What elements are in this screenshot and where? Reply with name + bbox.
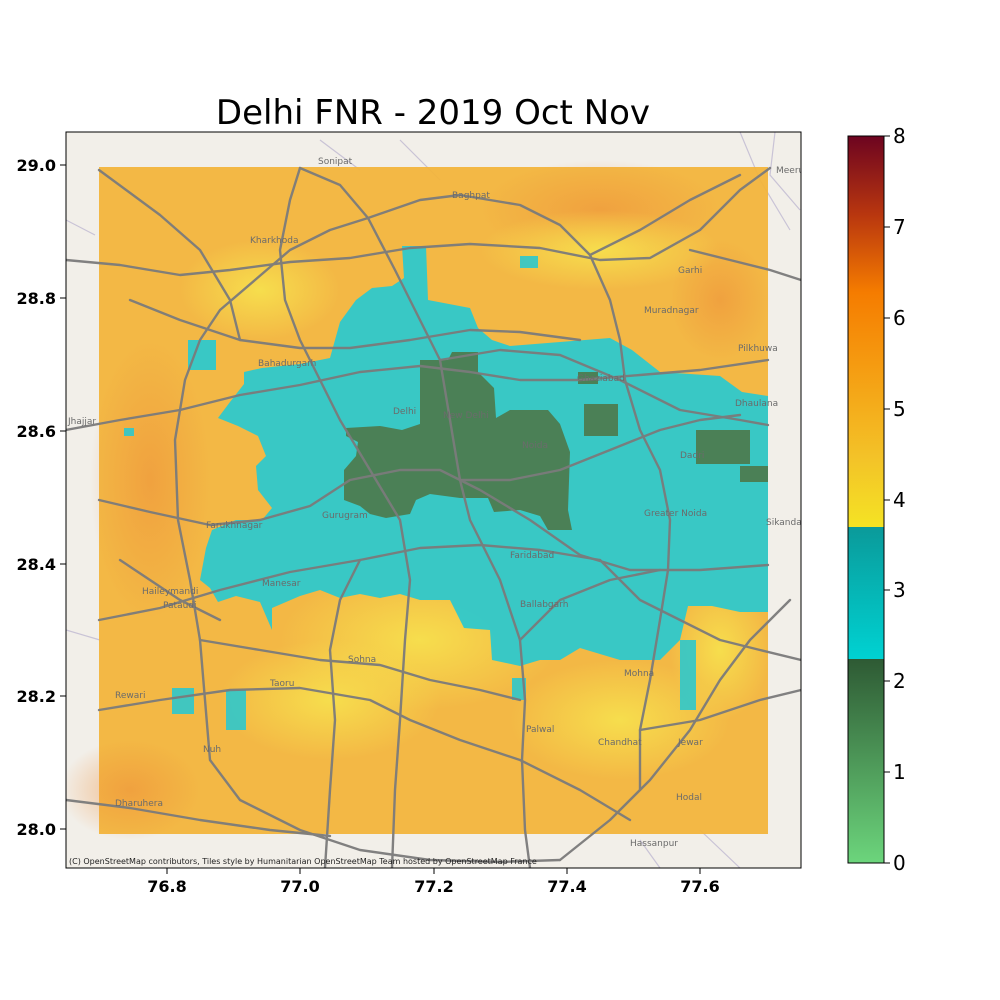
- colorbar: 8 7 6 5 4 3 2 1 0: [847, 124, 906, 875]
- colorbar-tick-label: 0: [893, 851, 906, 875]
- place-label: Chandhat: [598, 738, 642, 748]
- fnr-transition-patch: [520, 256, 538, 268]
- colorbar-segment-low: [848, 659, 884, 863]
- x-tick-label: 77.2: [414, 877, 453, 896]
- place-label: Jhajjar: [67, 417, 96, 427]
- colorbar-tick-label: 5: [893, 397, 906, 421]
- place-label: Haileymandi: [142, 587, 198, 597]
- place-label: Greater Noida: [644, 509, 707, 519]
- x-tick-label: 77.6: [680, 877, 719, 896]
- y-tick-label: 28.0: [17, 820, 56, 839]
- fnr-low-patch: [740, 466, 768, 482]
- place-label: New Delhi: [443, 411, 489, 421]
- colorbar-segment-mid: [848, 527, 884, 659]
- place-label: Dadri: [680, 451, 704, 461]
- colorbar-tick-label: 2: [893, 669, 906, 693]
- fnr-transition-patch: [680, 640, 696, 710]
- fnr-low-patch: [584, 404, 618, 436]
- place-label: Sonipat: [318, 157, 353, 167]
- fnr-transition-patch: [172, 688, 194, 714]
- y-tick-label: 28.8: [17, 289, 56, 308]
- place-label: Muradnagar: [644, 306, 699, 316]
- colorbar-segment-high: [848, 136, 884, 527]
- fnr-transition-patch: [226, 690, 246, 730]
- fnr-low-region: [344, 352, 572, 530]
- fnr-yellow-patch: [220, 640, 440, 760]
- place-label: Gurugram: [322, 511, 368, 521]
- place-label: Faridabad: [510, 551, 554, 561]
- map-area[interactable]: Sonipat Baghpat Kharkhoda Bahadurgarh Jh…: [60, 132, 828, 868]
- place-label: Mohna: [624, 669, 654, 679]
- place-label: Manesar: [262, 579, 301, 589]
- fnr-yellow-patch: [180, 240, 340, 340]
- place-label: Taoru: [269, 679, 294, 689]
- fnr-layer: [66, 160, 770, 840]
- fnr-transition-patch: [124, 428, 134, 436]
- y-tick-label: 28.4: [17, 555, 56, 574]
- place-labels: Sonipat Baghpat Kharkhoda Bahadurgarh Jh…: [67, 157, 828, 849]
- place-label: Pilkhuwa: [738, 344, 778, 354]
- place-label: Dhaulana: [735, 399, 778, 409]
- place-label: Meerut: [776, 166, 808, 176]
- chart-title: Delhi FNR - 2019 Oct Nov: [216, 93, 650, 133]
- place-label: Jewar: [677, 738, 703, 748]
- y-axis: 29.0 28.8 28.6 28.4 28.2 28.0: [17, 156, 66, 839]
- place-label: Sohna: [348, 655, 376, 665]
- place-label: Pataudi: [163, 601, 197, 611]
- colorbar-tick-label: 1: [893, 760, 906, 784]
- place-label: Hassanpur: [630, 839, 678, 849]
- place-label: Nuh: [203, 745, 221, 755]
- place-label: Palwal: [526, 725, 554, 735]
- y-tick-label: 29.0: [17, 156, 56, 175]
- fnr-transition-patch: [188, 340, 216, 370]
- place-label: Delhi: [393, 407, 416, 417]
- place-label: Dharuhera: [115, 799, 163, 809]
- colorbar-tick-label: 4: [893, 488, 906, 512]
- place-label: Rewari: [115, 691, 145, 701]
- place-label: Bahadurgarh: [258, 359, 316, 369]
- basemap-minor-roads: [66, 132, 801, 868]
- colorbar-tick-label: 6: [893, 306, 906, 330]
- place-label: Ballabgarh: [520, 600, 568, 610]
- colorbar-tick-label: 7: [893, 215, 906, 239]
- place-label: Farukhnagar: [206, 521, 263, 531]
- road-network: [66, 166, 801, 868]
- place-label: Kharkhoda: [250, 236, 298, 246]
- y-tick-label: 28.6: [17, 422, 56, 441]
- fnr-low-patch: [578, 372, 598, 384]
- x-tick-label: 77.0: [280, 877, 319, 896]
- place-label: Sikandarabad: [766, 518, 828, 528]
- place-label: Ghaziabad: [577, 374, 625, 384]
- place-label: Baghpat: [452, 191, 490, 201]
- fnr-warm-patch: [66, 740, 200, 840]
- y-tick-label: 28.2: [17, 687, 56, 706]
- colorbar-tick-label: 3: [893, 578, 906, 602]
- place-label: Hodal: [676, 793, 702, 803]
- fnr-warm-patch: [90, 340, 210, 620]
- place-label: Noida: [522, 441, 548, 451]
- fnr-low-patch: [696, 430, 750, 464]
- map-attribution: (C) OpenStreetMap contributors, Tiles st…: [69, 857, 537, 866]
- x-axis: 76.8 77.0 77.2 77.4 77.6: [147, 868, 720, 896]
- x-tick-label: 76.8: [147, 877, 186, 896]
- x-tick-label: 77.4: [547, 877, 586, 896]
- colorbar-tick-label: 8: [893, 124, 906, 148]
- place-label: Garhi: [678, 266, 702, 276]
